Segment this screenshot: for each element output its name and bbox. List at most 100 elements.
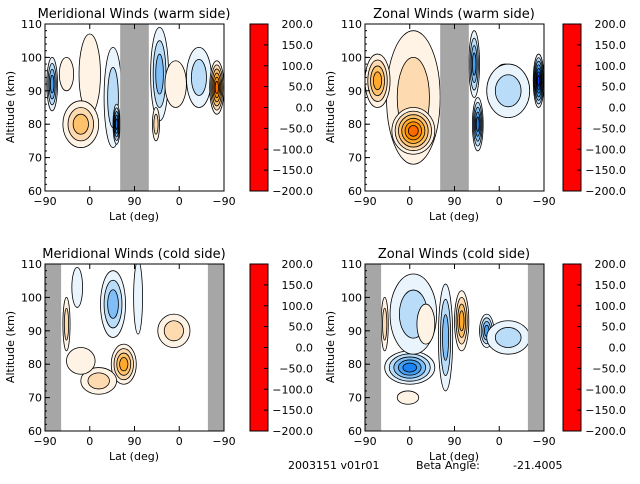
x-axis-label: Lat (deg) [109, 450, 159, 463]
contour-level [72, 113, 89, 135]
colorbar-tick-label: 150.0 [282, 39, 314, 52]
data-gap-region [207, 264, 224, 431]
contour-level [164, 60, 187, 108]
contour-level [402, 362, 417, 373]
x-tick-label: −90 [353, 195, 376, 208]
data-gap-region [440, 24, 469, 191]
y-tick-label: 60 [348, 425, 362, 438]
colorbar-tick-label: −100.0 [585, 383, 626, 396]
y-axis-label: Altitude (km) [4, 71, 17, 143]
contour-level [107, 289, 119, 319]
data-gap-region [120, 24, 149, 191]
panel-meridional-warm: Meridional Winds (warm side) 60 70 80 90 100 1… [4, 7, 313, 223]
y-axis-label: Altitude (km) [324, 311, 337, 383]
y-tick-label: 80 [28, 358, 42, 371]
contour-level [155, 53, 164, 95]
colorbar-tick-label: 0.0 [296, 102, 314, 115]
y-axis-label: Altitude (km) [4, 311, 17, 383]
panel-title: Zonal Winds (cold side) [378, 247, 530, 262]
y-tick-label: 100 [341, 51, 362, 64]
y-tick-label: 100 [21, 291, 42, 304]
colorbar-tick-label: 100.0 [595, 300, 627, 313]
colorbar-tick-label: 200.0 [282, 18, 314, 31]
x-tick-label: 0 [86, 435, 93, 448]
x-axis-label: Lat (deg) [429, 210, 479, 223]
colorbar-tick-label: 50.0 [602, 81, 627, 94]
x-axis-label: Lat (deg) [429, 450, 479, 463]
contour-level [214, 80, 219, 95]
x-tick-label: 0 [496, 195, 503, 208]
x-tick-label: −90 [532, 195, 555, 208]
x-tick-label: 90 [448, 435, 462, 448]
y-tick-label: 80 [28, 118, 42, 131]
colorbar-tick-label: 200.0 [282, 258, 314, 271]
contour-level [471, 52, 477, 76]
contour-level [475, 116, 480, 132]
contour-level [396, 390, 420, 405]
colorbar-tick-label: 50.0 [602, 321, 627, 334]
x-tick-label: −90 [212, 195, 235, 208]
panel-zonal-cold: Zonal Winds (cold side) 60 70 80 90 100 110 −90… [324, 247, 626, 463]
colorbar-tick-label: −50.0 [279, 122, 313, 135]
y-tick-label: 110 [21, 258, 42, 271]
y-tick-label: 110 [21, 18, 42, 31]
colorbar-tick-label: −100.0 [272, 143, 313, 156]
plot-area [365, 264, 544, 431]
contour-level [382, 307, 388, 341]
colorbar-tick-label: −150.0 [272, 404, 313, 417]
contour-level [191, 59, 207, 96]
y-tick-label: 90 [348, 85, 362, 98]
panel-zonal-warm: Zonal Winds (warm side) 60 70 80 90 100 110 −90… [324, 7, 626, 223]
contour-level [71, 266, 83, 308]
plot-area [365, 24, 544, 191]
y-tick-label: 90 [28, 325, 42, 338]
contour-level [58, 56, 75, 92]
colorbar-tick-label: 0.0 [296, 342, 314, 355]
x-tick-label: −90 [33, 435, 56, 448]
colorbar-tick-label: 0.0 [609, 102, 627, 115]
x-axis-label: Lat (deg) [109, 210, 159, 223]
colorbar-tick-label: 150.0 [595, 39, 627, 52]
x-tick-label: 0 [406, 195, 413, 208]
colorbar-tick-label: −150.0 [585, 404, 626, 417]
data-gap-region [45, 264, 62, 431]
plot-area [45, 264, 224, 431]
contour-level [115, 118, 118, 131]
panel-title: Zonal Winds (warm side) [373, 7, 535, 22]
y-tick-label: 110 [341, 18, 362, 31]
contour-level [494, 74, 522, 108]
panel-title: Meridional Winds (warm side) [38, 7, 231, 22]
x-tick-label: −90 [212, 435, 235, 448]
colorbar-tick-label: 50.0 [289, 321, 314, 334]
beta-angle-value: -21.4005 [513, 459, 563, 472]
footer-info: 2003151 v01r01 Beta Angle: -21.4005 [0, 459, 640, 475]
contour-level [416, 303, 436, 345]
y-tick-label: 80 [348, 358, 362, 371]
contour-level [119, 357, 129, 372]
x-tick-label: 0 [86, 195, 93, 208]
contour-level [133, 264, 143, 335]
x-tick-label: 90 [128, 435, 142, 448]
x-tick-label: −90 [33, 195, 56, 208]
colorbar-tick-label: 150.0 [282, 279, 314, 292]
contour-level [87, 372, 110, 390]
colorbar-tick-label: 200.0 [595, 258, 627, 271]
colorbar-tick-label: 100.0 [282, 60, 314, 73]
x-tick-label: 90 [448, 195, 462, 208]
x-tick-label: 0 [176, 435, 183, 448]
colorbar-tick-label: −50.0 [592, 122, 626, 135]
y-tick-label: 70 [28, 392, 42, 405]
y-axis-label: Altitude (km) [324, 71, 337, 143]
data-gap-region [527, 264, 544, 431]
y-tick-label: 90 [28, 85, 42, 98]
y-tick-label: 80 [348, 118, 362, 131]
colorbar-tick-label: −200.0 [272, 185, 313, 198]
y-tick-label: 60 [28, 425, 42, 438]
panel-title: Meridional Winds (cold side) [42, 247, 225, 262]
contour-level [494, 327, 522, 348]
y-tick-label: 100 [21, 51, 42, 64]
data-gap-region [365, 264, 382, 431]
panel-meridional-cold: Meridional Winds (cold side) 60 70 80 90 100 1… [4, 247, 313, 463]
colorbar-tick-label: −100.0 [585, 143, 626, 156]
